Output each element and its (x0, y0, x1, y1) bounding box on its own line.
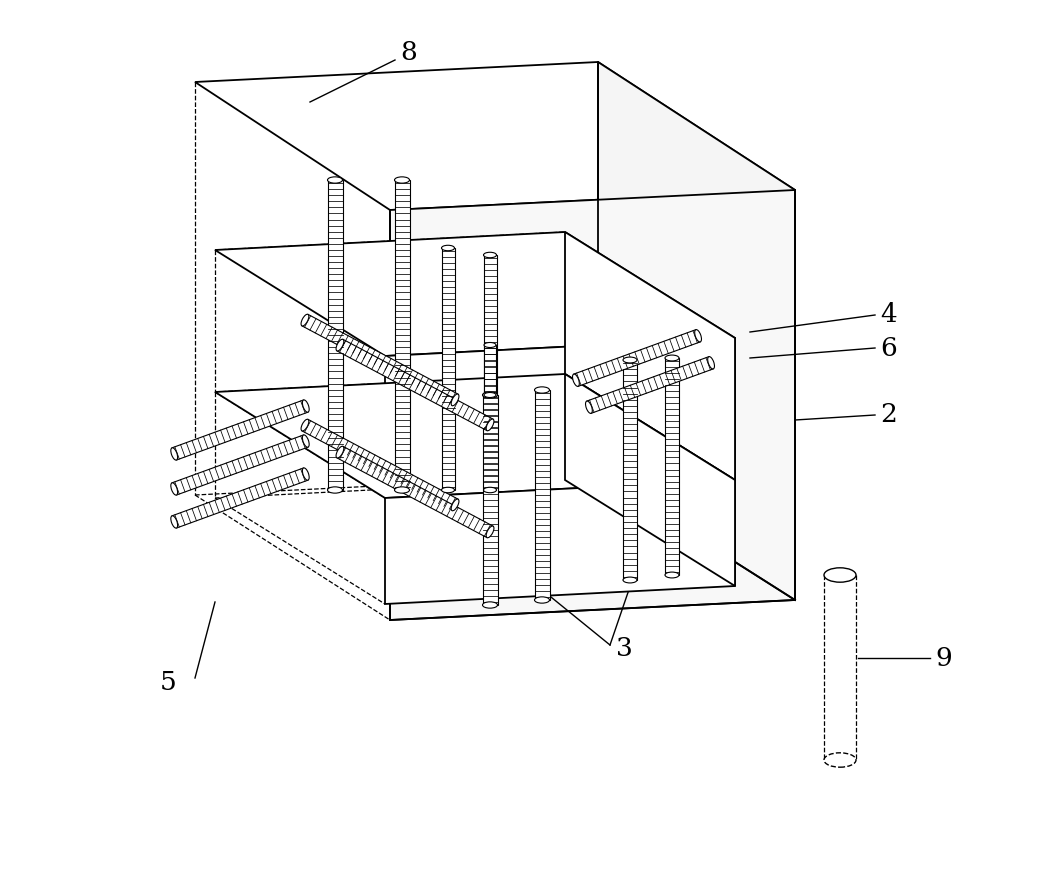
Polygon shape (390, 190, 795, 620)
Polygon shape (483, 255, 497, 490)
Ellipse shape (708, 357, 714, 369)
Polygon shape (565, 232, 735, 480)
Polygon shape (385, 480, 735, 604)
Ellipse shape (451, 499, 459, 510)
Ellipse shape (336, 447, 344, 458)
Polygon shape (172, 435, 308, 495)
Ellipse shape (170, 516, 178, 528)
Polygon shape (302, 315, 458, 406)
Ellipse shape (170, 482, 178, 495)
Polygon shape (302, 420, 458, 510)
Ellipse shape (394, 487, 409, 493)
Polygon shape (172, 468, 308, 528)
Polygon shape (441, 248, 455, 490)
Ellipse shape (535, 597, 549, 603)
Polygon shape (665, 358, 679, 575)
Ellipse shape (441, 488, 455, 493)
Ellipse shape (441, 246, 455, 251)
Ellipse shape (302, 468, 310, 480)
Ellipse shape (336, 339, 344, 351)
Ellipse shape (302, 400, 310, 413)
Text: 5: 5 (160, 669, 177, 695)
Polygon shape (484, 345, 496, 395)
Text: 4: 4 (880, 302, 896, 328)
Polygon shape (195, 62, 795, 210)
Ellipse shape (586, 401, 592, 413)
Ellipse shape (327, 177, 342, 184)
Polygon shape (394, 180, 409, 490)
Polygon shape (172, 400, 308, 460)
Polygon shape (385, 338, 735, 498)
Text: 9: 9 (935, 646, 952, 670)
Ellipse shape (623, 357, 637, 363)
Polygon shape (535, 390, 549, 600)
Ellipse shape (302, 435, 310, 447)
Polygon shape (327, 180, 342, 490)
Ellipse shape (484, 343, 496, 348)
Ellipse shape (301, 315, 309, 326)
Ellipse shape (572, 374, 579, 386)
Ellipse shape (486, 526, 494, 538)
Ellipse shape (486, 419, 494, 431)
Ellipse shape (665, 355, 679, 361)
Ellipse shape (483, 253, 497, 258)
Ellipse shape (170, 447, 178, 460)
Polygon shape (623, 360, 637, 580)
Polygon shape (215, 232, 735, 356)
Text: 3: 3 (616, 635, 633, 661)
Ellipse shape (301, 420, 309, 431)
Ellipse shape (535, 387, 549, 393)
Ellipse shape (665, 572, 679, 578)
Ellipse shape (327, 487, 342, 493)
Polygon shape (337, 339, 493, 431)
Ellipse shape (623, 577, 637, 583)
Ellipse shape (482, 602, 498, 608)
Polygon shape (215, 374, 735, 498)
Ellipse shape (482, 392, 498, 399)
Polygon shape (587, 357, 713, 413)
Ellipse shape (484, 392, 496, 398)
Polygon shape (598, 62, 795, 600)
Ellipse shape (824, 753, 856, 767)
Text: 6: 6 (880, 336, 896, 360)
Polygon shape (337, 447, 493, 538)
Polygon shape (482, 395, 498, 605)
Polygon shape (565, 374, 735, 586)
Ellipse shape (824, 568, 856, 582)
Polygon shape (573, 329, 701, 386)
Text: 8: 8 (400, 39, 416, 65)
Ellipse shape (483, 488, 497, 493)
Ellipse shape (695, 329, 702, 342)
Ellipse shape (394, 177, 409, 184)
Text: 2: 2 (880, 403, 896, 427)
Ellipse shape (451, 394, 459, 406)
